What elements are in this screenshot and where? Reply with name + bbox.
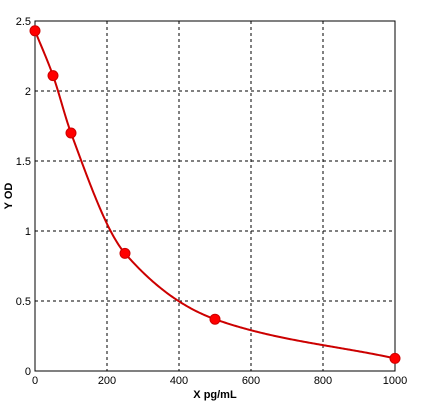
data-point-marker bbox=[209, 313, 221, 325]
data-point-marker bbox=[389, 352, 401, 364]
data-point-marker bbox=[29, 25, 41, 37]
x-tick-label: 0 bbox=[32, 375, 38, 387]
tick-labels: 0 200 400 600 800 1000 0 0.5 1 1.5 2 2.5 bbox=[16, 16, 408, 387]
y-tick-label: 2 bbox=[25, 86, 31, 98]
data-point-marker bbox=[119, 247, 131, 259]
x-tick-label: 400 bbox=[170, 375, 188, 387]
data-markers bbox=[29, 25, 401, 364]
grid bbox=[35, 21, 395, 371]
fitted-curve bbox=[34, 30, 396, 360]
y-tick-label: 0 bbox=[25, 366, 31, 378]
curve-layer bbox=[34, 30, 396, 360]
axes bbox=[34, 20, 396, 372]
x-tick-label: 600 bbox=[242, 375, 260, 387]
data-point-marker bbox=[47, 70, 59, 82]
x-axis-title: X pg/mL bbox=[193, 389, 237, 401]
y-tick-label: 0.5 bbox=[16, 296, 31, 308]
y-axis-title: Y OD bbox=[3, 183, 15, 210]
y-tick-label: 1.5 bbox=[16, 156, 31, 168]
x-tick-label: 1000 bbox=[383, 375, 407, 387]
y-tick-label: 1 bbox=[25, 226, 31, 238]
y-tick-label: 2.5 bbox=[16, 16, 31, 28]
plot-frame bbox=[34, 20, 396, 372]
data-point-marker bbox=[65, 127, 77, 139]
x-tick-label: 200 bbox=[98, 375, 116, 387]
x-tick-label: 800 bbox=[314, 375, 332, 387]
